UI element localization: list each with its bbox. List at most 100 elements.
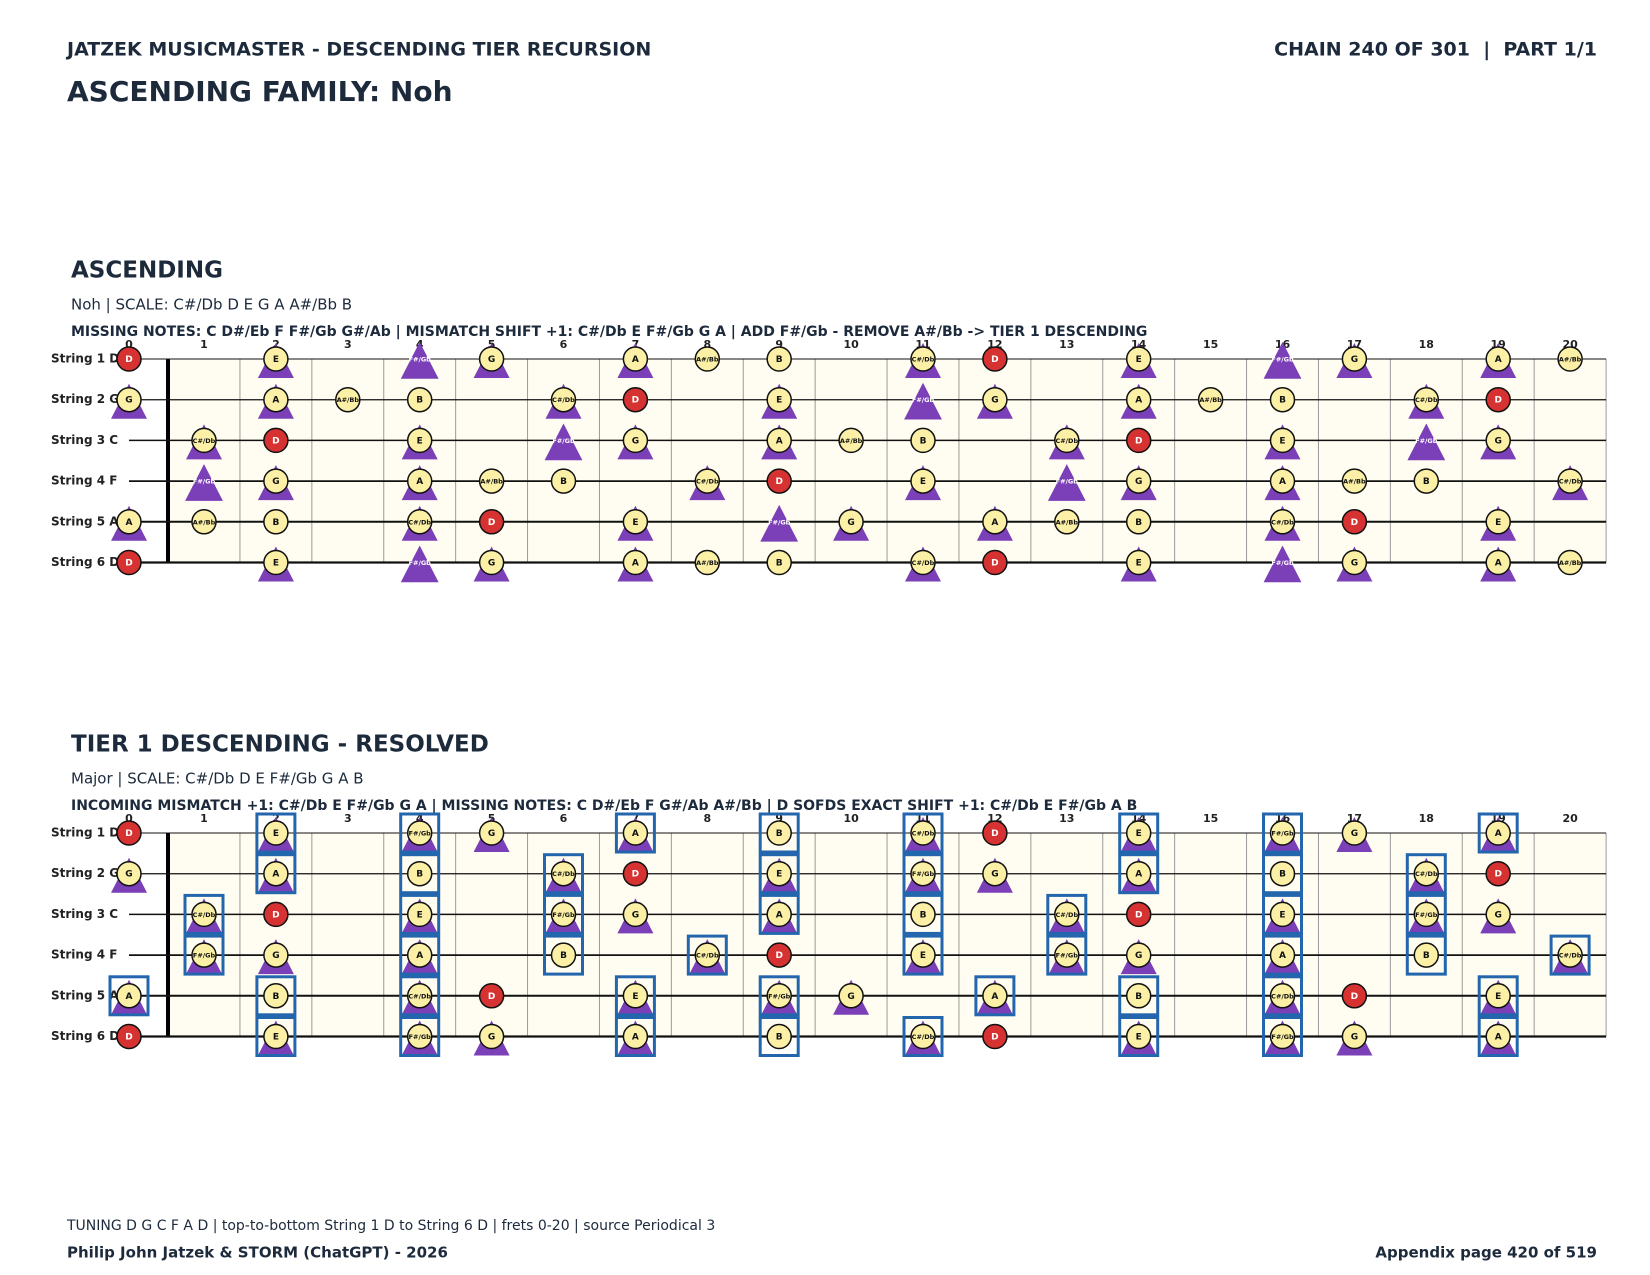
note-circle [116,860,142,887]
note-label: C#/Db [912,830,935,838]
note-box [255,975,297,1017]
note-box [1118,853,1160,895]
note-circle [1485,386,1511,413]
note-box [255,812,297,854]
note-box [1262,1016,1303,1057]
note-triangle [185,464,223,501]
note-box [902,893,944,935]
note-label: B [920,436,927,446]
note-label: A [416,951,423,961]
note-label: F#/Gb [912,870,935,878]
note-triangle [904,382,942,420]
note-circle [766,386,792,413]
note-circle [622,509,649,535]
note-circle [550,901,577,928]
note-label: B [920,910,927,920]
string-label: String 4 F [51,474,117,488]
note-box [399,853,441,895]
note-label: A [991,992,998,1002]
note-label: C#/Db [912,559,935,567]
note-circle [766,942,792,968]
note-circle [838,509,864,535]
note-circle [1125,983,1152,1009]
note-box [614,1016,656,1057]
note-label: B [272,992,279,1002]
note-circle [406,468,433,494]
note-circle [406,942,433,968]
note-circle [1269,820,1296,846]
note-label: G [488,559,495,569]
note-label: C#/Db [1271,518,1294,526]
note-circle [982,509,1008,535]
note-label: B [776,355,783,365]
note-label: D [991,559,998,569]
note-label: B [560,477,567,487]
note-label: D [1135,436,1142,446]
note-circle [1485,427,1511,454]
note-box [1262,934,1303,976]
note-label: A#/Bb [193,518,216,526]
string-label: String 3 C [51,907,118,921]
note-circle [263,820,289,846]
section-subtitle: Major | SCALE: C#/Db D E F#/Gb G A B [71,770,364,788]
note-circle [478,820,505,846]
note-circle [766,820,792,846]
note-circle [622,386,649,413]
note-circle [478,346,505,372]
note-circle [910,901,936,928]
note-box [255,853,297,895]
note-label: C#/Db [193,437,216,445]
note-circle [1413,860,1440,887]
note-label: F#/Gb [1415,911,1438,919]
note-label: D [125,1033,132,1043]
note-box [1549,934,1591,976]
note-circle [1485,820,1511,846]
note-circle [766,346,792,372]
note-label: C#/Db [1271,992,1294,1000]
note-label: C#/Db [1559,478,1582,486]
note-box [255,1016,297,1057]
note-label: G [1495,436,1502,446]
note-circle [406,860,433,887]
header-left: JATZEK MUSICMASTER - DESCENDING TIER REC… [65,39,651,61]
fret-number: 10 [843,812,859,825]
note-box [1477,975,1519,1017]
note-label: G [847,992,854,1002]
note-label: F#/Gb [1415,437,1438,445]
note-circle [478,468,505,494]
note-box [614,975,656,1017]
note-circle [910,942,936,968]
note-circle [622,346,649,372]
note-label: F#/Gb [409,1033,432,1041]
note-label: G [125,870,132,880]
nut [166,359,170,563]
note-circle [191,901,217,928]
note-circle [910,1023,936,1050]
note-circle [1341,549,1368,576]
note-label: G [272,477,279,487]
note-label: A [776,436,783,446]
note-circle [263,427,289,454]
footer-page: Appendix page 420 of 519 [1375,1244,1597,1262]
note-circle [191,427,217,454]
note-label: A [416,477,423,487]
note-label: C#/Db [696,478,719,486]
note-circle [550,386,577,413]
note-label: D [775,477,782,487]
note-label: E [920,477,926,487]
note-circle [1125,820,1152,846]
note-circle [694,942,721,968]
fret-number: 1 [200,338,208,351]
note-label: C#/Db [912,356,935,364]
note-label: A#/Bb [696,559,719,567]
note-circle [766,860,792,887]
note-label: G [847,518,854,528]
note-label: B [1423,477,1430,487]
note-label: F#/Gb [193,952,216,960]
note-circle [1485,509,1511,535]
note-label: A [632,355,639,365]
note-circle [116,1023,142,1050]
note-box [758,893,800,935]
note-label: D [1135,910,1142,920]
note-label: F#/Gb [1056,952,1079,960]
